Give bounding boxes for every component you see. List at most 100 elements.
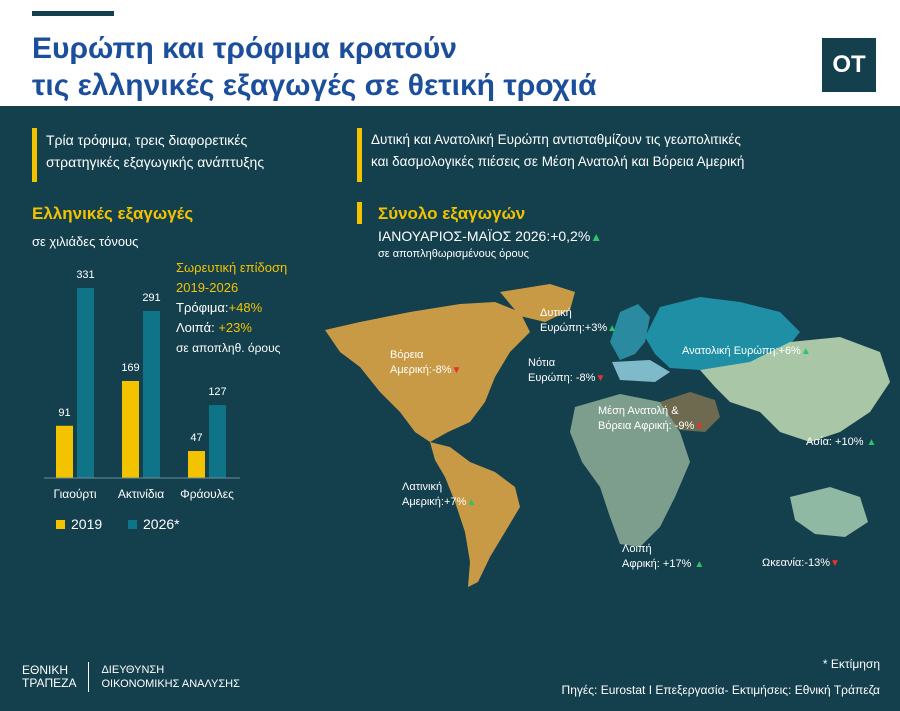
category-label: Φράουλες	[180, 487, 234, 501]
total-accent	[357, 202, 362, 224]
performance-other-label: Λοιπά:	[176, 320, 215, 335]
label-africa: Λοιπή Αφρική: +17% ▲	[622, 542, 704, 572]
bar-value-label: 331	[76, 269, 94, 281]
label-west-europe: Δυτική Ευρώπη:+3%▲	[540, 306, 617, 336]
right-intro-line-1: Δυτική και Ανατολική Ευρώπη αντισταθμίζο…	[371, 132, 741, 147]
south-europe-line-1: Νότια	[528, 357, 556, 369]
estimate-note: * Εκτίμηση	[822, 657, 880, 671]
asia-value: Ασία: +10%	[806, 436, 864, 448]
left-intro-accent	[32, 128, 37, 182]
bar-2026-2	[209, 405, 226, 478]
bank-logo: ΕΘΝΙΚΗ ΤΡΑΠΕΖΑ	[22, 664, 76, 690]
performance-title-line-1: Σωρευτική επίδοση	[176, 260, 288, 275]
label-south-europe: Νότια Ευρώπη: -8%▼	[528, 356, 605, 386]
right-intro: Δυτική και Ανατολική Ευρώπη αντισταθμίζο…	[371, 129, 744, 173]
label-oceania: Ωκεανία:-13%▼	[762, 556, 840, 571]
map-latin-america	[430, 442, 520, 587]
chart-title: Ελληνικές εξαγωγές	[32, 204, 194, 223]
performance-food-label: Τρόφιμα:	[176, 300, 229, 315]
performance-note: σε αποπληθ. όρους	[176, 341, 281, 355]
performance-other-value: +23%	[218, 320, 252, 335]
world-map	[325, 284, 890, 587]
map-greenland	[500, 284, 575, 322]
performance-food-value: +48%	[228, 300, 263, 315]
label-north-america: Βόρεια Αμερική:-8%▼	[390, 348, 461, 378]
category-label: Γιαούρτι	[54, 487, 97, 501]
map-africa	[570, 394, 690, 547]
total-exports-note: σε αποπληθωρισμένους όρους	[378, 248, 529, 260]
map-oceania	[790, 487, 868, 537]
department-name: ΔΙΕΥΘΥΝΣΗ ΟΙΚΟΝΟΜΙΚΗΣ ΑΝΑΛΥΣΗΣ	[101, 663, 239, 691]
west-europe-line-2: Ευρώπη:+3%▲	[540, 321, 617, 336]
legend-2026-swatch	[128, 519, 137, 529]
map-south-europe	[612, 360, 670, 382]
south-europe-line-2: Ευρώπη: -8%▼	[528, 371, 605, 386]
left-intro-line-1: Τρία τρόφιμα, τρεις διαφορετικές	[46, 132, 248, 148]
bar-value-label: 47	[190, 432, 202, 444]
label-middle-east: Μέση Ανατολή & Βόρεια Αφρική: -9%▼	[598, 404, 704, 434]
east-europe-value: Ανατολική Ευρώπη:+6%	[682, 345, 801, 357]
bar-value-label: 169	[121, 362, 139, 374]
ot-logo: OT	[822, 38, 876, 92]
bar-value-label: 291	[142, 292, 160, 304]
north-america-line-2: Αμερική:-8%▼	[390, 363, 461, 378]
right-intro-accent	[357, 128, 362, 182]
middle-east-line-2: Βόρεια Αφρική: -9%▼	[598, 419, 704, 434]
africa-line-2: Αφρική: +17% ▲	[622, 557, 704, 572]
right-intro-line-2: και δασμολογικές πιέσεις σε Μέση Ανατολή…	[371, 154, 745, 169]
africa-value: Αφρική: +17%	[622, 558, 692, 570]
label-latin-america: Λατινική Αμερική:+7%▲	[402, 480, 476, 510]
header-accent-bar	[32, 11, 114, 16]
oceania-value: Ωκεανία:-13%	[762, 557, 831, 569]
map-north-america	[325, 302, 530, 442]
bank-logo-line-2: ΤΡΑΠΕΖΑ	[22, 676, 77, 690]
page-title: Ευρώπη και τρόφιμα κρατούν τις ελληνικές…	[32, 30, 597, 104]
bar-2019-0	[56, 425, 73, 478]
department-line-2: ΟΙΚΟΝΟΜΙΚΗΣ ΑΝΑΛΥΣΗΣ	[101, 678, 240, 690]
chart-subtitle: σε χιλιάδες τόνους	[32, 234, 139, 249]
left-intro: Τρία τρόφιμα, τρεις διαφορετικές στρατηγ…	[46, 129, 264, 173]
footer-brand: ΕΘΝΙΚΗ ΤΡΑΠΕΖΑ ΔΙΕΥΘΥΝΣΗ ΟΙΚΟΝΟΜΙΚΗΣ ΑΝΑ…	[22, 662, 240, 692]
south-europe-value: Ευρώπη: -8%	[528, 372, 596, 384]
total-exports-value-text: ΙΑΝΟΥΑΡΙΟΣ-ΜΑΪΟΣ 2026:+0,2%	[378, 228, 591, 244]
bar-value-label: 91	[58, 407, 70, 419]
map-asia	[700, 337, 890, 442]
header: Ευρώπη και τρόφιμα κρατούν τις ελληνικές…	[0, 0, 900, 106]
bar-2019-2	[188, 451, 205, 478]
trend-up-icon: ▲	[866, 437, 877, 448]
label-asia: Ασία: +10% ▲	[806, 435, 876, 450]
legend-2019-swatch	[56, 519, 65, 529]
total-exports-value: ΙΑΝΟΥΑΡΙΟΣ-ΜΑΪΟΣ 2026:+0,2%▲	[378, 228, 602, 244]
left-intro-line-2: στρατηγικές εξαγωγικής ανάπτυξης	[46, 154, 265, 170]
legend-2026-label: 2026*	[143, 516, 180, 532]
label-east-europe: Ανατολική Ευρώπη:+6%▲	[682, 344, 811, 359]
west-europe-value: Ευρώπη:+3%	[540, 322, 608, 334]
latin-america-line-2: Αμερική:+7%▲	[402, 495, 476, 510]
sources: Πηγές: Eurostat I Επεξεργασία- Εκτιμήσει…	[561, 683, 880, 697]
trend-down-icon: ▼	[451, 365, 462, 376]
latin-america-value: Αμερική:+7%	[402, 496, 467, 508]
title-line-2: τις ελληνικές εξαγωγές σε θετική τροχιά	[32, 69, 597, 102]
legend-2026: 2026*	[128, 516, 180, 532]
title-line-1: Ευρώπη και τρόφιμα κρατούν	[32, 32, 457, 65]
middle-east-value: Βόρεια Αφρική: -9%	[598, 420, 695, 432]
trend-up-icon: ▲	[694, 559, 705, 570]
map-west-europe	[610, 304, 650, 360]
exports-bar-chart: 91 331 Γιαούρτι 169 291 Ακτινίδια 47 127 Φράουλε…	[44, 269, 240, 501]
map-middle-east	[660, 392, 720, 432]
performance-title-line-2: 2019-2026	[176, 280, 239, 295]
legend-2019: 2019	[56, 516, 102, 532]
trend-down-icon: ▼	[830, 558, 840, 569]
total-exports-title: Σύνολο εξαγωγών	[378, 204, 526, 223]
middle-east-line-1: Μέση Ανατολή &	[598, 405, 679, 417]
west-europe-line-1: Δυτική	[540, 307, 572, 319]
bar-2026-1	[143, 310, 160, 478]
north-america-line-1: Βόρεια	[390, 349, 424, 361]
cumulative-performance: Σωρευτική επίδοση 2019-2026 Τρόφιμα:+48%…	[176, 258, 287, 358]
africa-line-1: Λοιπή	[622, 543, 652, 555]
trend-up-icon: ▲	[466, 497, 477, 508]
department-line-1: ΔΙΕΥΘΥΝΣΗ	[101, 664, 165, 676]
latin-america-line-1: Λατινική	[402, 481, 443, 493]
performance-food: Τρόφιμα:+48%	[176, 298, 287, 318]
north-america-value: Αμερική:-8%	[390, 364, 452, 376]
